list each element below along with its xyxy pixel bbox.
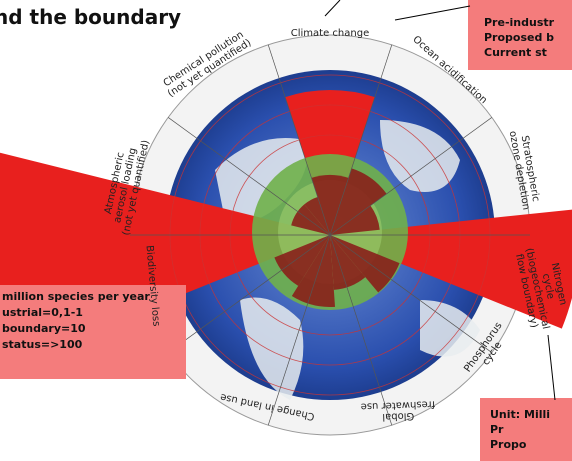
box-line: status=>100 <box>2 338 83 351</box>
segment-label-line: cycle <box>540 273 556 301</box>
segment-label-line: Global <box>382 410 414 422</box>
arrow <box>324 0 341 17</box>
box-line: Propo <box>490 438 527 451</box>
inner-wedge <box>311 175 349 235</box>
box-line: million species per year <box>2 290 150 303</box>
box-line: Proposed b <box>484 31 554 44</box>
segment-label-line: freshwater use <box>360 398 435 412</box>
box-line: boundary=10 <box>2 322 86 335</box>
segment-label: Climate change <box>291 28 369 39</box>
segment-label-line: Climate change <box>291 28 369 39</box>
title: nd the boundary <box>0 5 181 29</box>
box-line: Pre-industr <box>484 16 555 29</box>
inner-wedge <box>330 168 387 235</box>
spoke <box>329 234 393 426</box>
inner-wedge <box>330 235 400 293</box>
spoke <box>329 44 393 236</box>
spoke <box>167 234 331 353</box>
arrow <box>394 5 471 21</box>
box-line: ustrial=0,1-1 <box>2 306 83 319</box>
bottom-box <box>480 398 572 461</box>
spoke <box>167 117 331 236</box>
box-line: Pr <box>490 423 504 436</box>
inner-wedge <box>330 205 380 235</box>
inner-wedge <box>330 235 366 290</box>
inner-wedge <box>304 196 330 235</box>
top-box <box>468 0 572 70</box>
spoke <box>267 44 331 236</box>
box-line: Current st <box>484 46 547 59</box>
spoke <box>329 117 493 236</box>
spoke <box>329 234 493 353</box>
inner-wedge <box>291 204 330 235</box>
segment-label: Globalfreshwater use <box>360 398 435 423</box>
box-line: Unit: Milli <box>490 408 550 421</box>
spoke <box>267 234 331 426</box>
left-box <box>0 285 186 379</box>
arrow <box>547 334 556 401</box>
inner-wedge <box>274 235 330 286</box>
